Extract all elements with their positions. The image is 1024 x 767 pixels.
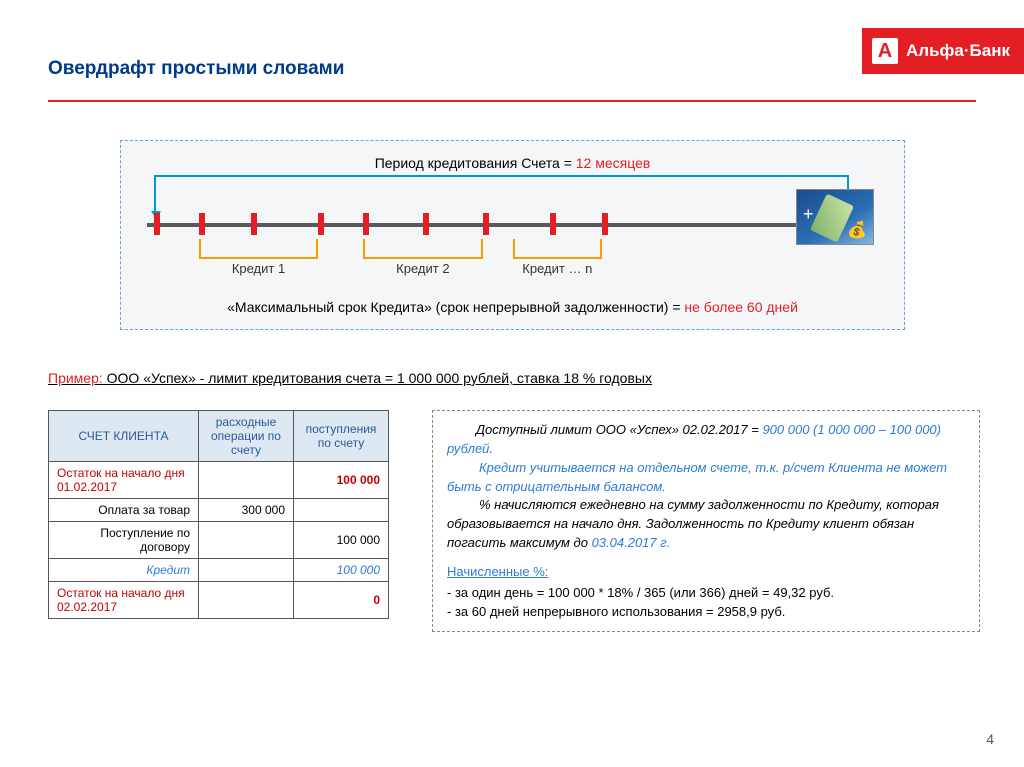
table-cell: 300 000 bbox=[199, 499, 294, 522]
credit-label: Кредит … n bbox=[513, 261, 603, 276]
table-header: СЧЕТ КЛИЕНТА bbox=[49, 411, 199, 462]
table-cell: Остаток на начало дня 02.02.2017 bbox=[49, 582, 199, 619]
timeline-tick bbox=[251, 213, 257, 235]
illustration-image: + 💰 bbox=[796, 189, 874, 245]
table-header: расходные операции по счету bbox=[199, 411, 294, 462]
timeline-tick bbox=[602, 213, 608, 235]
header: Овердрафт простыми словами bbox=[48, 58, 976, 102]
info-p3: % начисляются ежедневно на сумму задолже… bbox=[447, 496, 965, 553]
explanation-box: Доступный лимит ООО «Успех» 02.02.2017 =… bbox=[432, 410, 980, 632]
table-header: поступления по счету bbox=[294, 411, 389, 462]
table-cell bbox=[199, 582, 294, 619]
calc-list: за один день = 100 000 * 18% / 365 (или … bbox=[447, 584, 965, 622]
timeline-tick bbox=[423, 213, 429, 235]
timeline-tick bbox=[363, 213, 369, 235]
table-cell: 100 000 bbox=[294, 559, 389, 582]
timeline-tick bbox=[154, 213, 160, 235]
client-account-table: СЧЕТ КЛИЕНТАрасходные операции по счетуп… bbox=[48, 410, 389, 619]
table-row: Оплата за товар300 000 bbox=[49, 499, 389, 522]
timeline-tick bbox=[199, 213, 205, 235]
calc-line: за 60 дней непрерывного использования = … bbox=[447, 603, 965, 622]
table-row: Остаток на начало дня 01.02.2017 100 000 bbox=[49, 462, 389, 499]
table-cell: Остаток на начало дня 01.02.2017 bbox=[49, 462, 199, 499]
page-number: 4 bbox=[986, 731, 994, 747]
timeline-tick bbox=[550, 213, 556, 235]
credit-bracket bbox=[513, 239, 603, 259]
table-cell: Кредит bbox=[49, 559, 199, 582]
credit-bracket bbox=[363, 239, 483, 259]
period-label: Период кредитования Счета = 12 месяцев bbox=[139, 155, 886, 171]
timeline-tick bbox=[318, 213, 324, 235]
credit-label: Кредит 1 bbox=[199, 261, 319, 276]
timeline-diagram: Период кредитования Счета = 12 месяцев К… bbox=[120, 140, 905, 330]
table-cell: 100 000 bbox=[294, 522, 389, 559]
table-cell: Поступление по договору bbox=[49, 522, 199, 559]
title-underline bbox=[48, 100, 976, 102]
page-title: Овердрафт простыми словами bbox=[48, 58, 976, 80]
credit-bracket bbox=[199, 239, 319, 259]
example-heading: Пример: ООО «Успех» - лимит кредитования… bbox=[48, 370, 652, 386]
timeline: Кредит 1Кредит 2Кредит … n + 💰 bbox=[139, 213, 886, 293]
credit-label: Кредит 2 bbox=[363, 261, 483, 276]
timeline-tick bbox=[483, 213, 489, 235]
table-cell bbox=[199, 462, 294, 499]
table-cell bbox=[294, 499, 389, 522]
table-cell: 100 000 bbox=[294, 462, 389, 499]
table-cell bbox=[199, 559, 294, 582]
table-cell: Оплата за товар bbox=[49, 499, 199, 522]
table-cell: 0 bbox=[294, 582, 389, 619]
info-p2: Кредит учитывается на отдельном счете, т… bbox=[447, 459, 965, 497]
table-row: Остаток на начало дня 02.02.2017 0 bbox=[49, 582, 389, 619]
calc-title: Начисленные %: bbox=[447, 563, 965, 582]
table-cell bbox=[199, 522, 294, 559]
max-term-note: «Максимальный срок Кредита» (срок непрер… bbox=[139, 299, 886, 315]
info-p1: Доступный лимит ООО «Успех» 02.02.2017 =… bbox=[447, 421, 965, 459]
period-arrow bbox=[154, 175, 849, 213]
table-row: Кредит 100 000 bbox=[49, 559, 389, 582]
table-row: Поступление по договору 100 000 bbox=[49, 522, 389, 559]
calc-line: за один день = 100 000 * 18% / 365 (или … bbox=[447, 584, 965, 603]
